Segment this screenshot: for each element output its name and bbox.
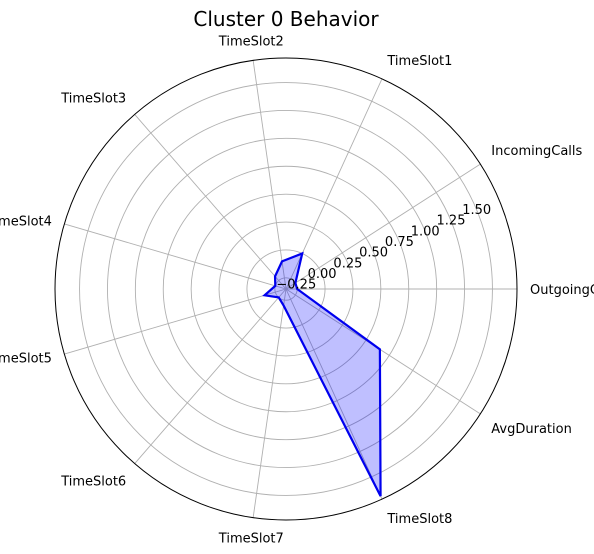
spoke-incomingcalls (285, 163, 481, 290)
spoke-timeslot5 (64, 288, 287, 355)
radial-tick-label: 1.50 (462, 203, 491, 218)
spoke-timeslot3 (134, 114, 287, 290)
category-label-timeslot4: TimeSlot4 (0, 214, 52, 229)
radial-tick-labels: −0.250.000.250.500.751.001.251.50 (276, 203, 491, 293)
radial-tick-label: 0.00 (308, 267, 337, 282)
grid (54, 57, 518, 521)
category-label-timeslot6: TimeSlot6 (60, 474, 126, 489)
grid-ring (134, 137, 438, 441)
series-area (264, 253, 381, 497)
spoke-timeslot2 (252, 60, 287, 290)
grid-ring (190, 193, 382, 385)
spoke-timeslot6 (134, 288, 287, 464)
spoke-avgduration (285, 288, 481, 415)
plot-boundary (54, 57, 518, 521)
category-label-timeslot3: TimeSlot3 (60, 92, 126, 107)
radial-tick-label: 0.75 (385, 235, 414, 250)
spoke-timeslot4 (64, 223, 287, 290)
category-label-timeslot5: TimeSlot5 (0, 352, 52, 367)
grid-ring (246, 249, 326, 329)
radial-tick-label: 0.50 (359, 246, 388, 261)
category-label-timeslot2: TimeSlot2 (218, 35, 284, 50)
spoke-timeslot7 (252, 288, 287, 518)
grid-ring (79, 82, 493, 496)
category-label-outgoingcalls: OutgoingCalls (530, 283, 594, 298)
radial-tick-label: 0.25 (333, 256, 362, 271)
series-line (262, 251, 382, 497)
category-labels: OutgoingCalls IncomingCalls TimeSlot1 TimeS… (0, 35, 594, 547)
chart-title: Cluster 0 Behavior (193, 7, 379, 31)
category-label-incomingcalls: IncomingCalls (491, 144, 582, 159)
radial-tick-label: 1.00 (411, 224, 440, 239)
category-label-timeslot8: TimeSlot8 (386, 512, 452, 527)
grid-ring (106, 109, 466, 469)
grid-ring (162, 165, 410, 413)
data-layer (262, 251, 382, 497)
spoke-timeslot8 (285, 288, 383, 500)
category-label-avgduration: AvgDuration (491, 422, 572, 437)
radial-tick-label: 1.25 (437, 214, 466, 229)
category-label-timeslot1: TimeSlot1 (386, 54, 452, 69)
category-label-timeslot7: TimeSlot7 (218, 532, 284, 547)
grid-ring (218, 221, 354, 357)
radial-tick-label: −0.25 (276, 278, 316, 293)
